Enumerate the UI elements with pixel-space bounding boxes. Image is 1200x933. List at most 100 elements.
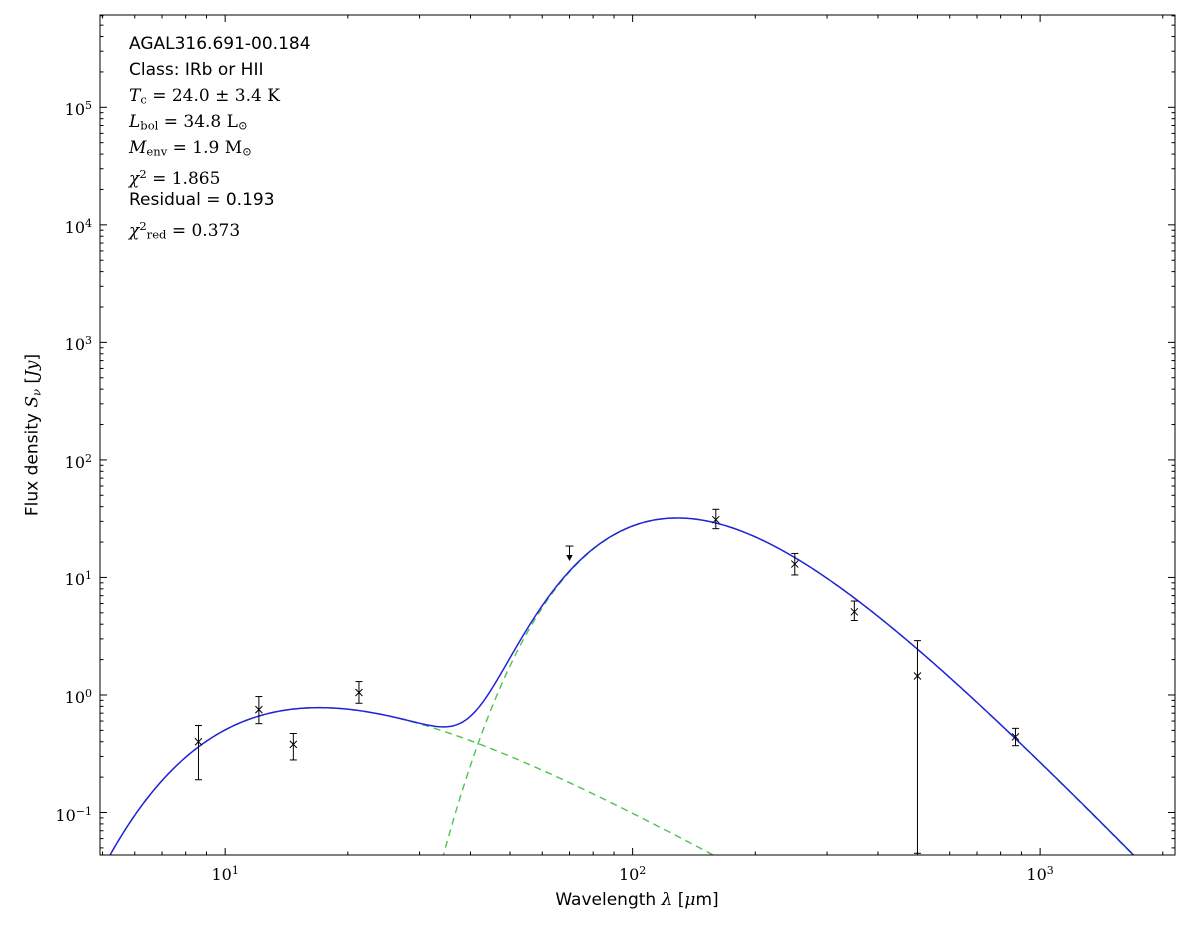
- y-tick-label: 105: [22, 96, 92, 120]
- tick-base: 10: [64, 335, 85, 355]
- text-segment: 2: [139, 167, 147, 181]
- log-tick-label: 10−1: [55, 804, 92, 825]
- text-segment: ]: [712, 890, 719, 910]
- log-tick-label: 105: [64, 99, 92, 120]
- y-tick-label: 102: [22, 449, 92, 473]
- annotation-line-7: Residual = 0.193: [129, 187, 311, 213]
- tick-exponent: 1: [85, 569, 92, 583]
- text-segment: Wavelength: [555, 890, 662, 910]
- tick-base: 10: [1026, 865, 1047, 884]
- y-tick-label: 100: [22, 684, 92, 708]
- log-tick-label: 100: [64, 686, 92, 707]
- y-tick-label: 10−1: [22, 802, 92, 826]
- data-point: [711, 508, 720, 530]
- tick-base: 10: [618, 865, 640, 884]
- tick-exponent: 4: [85, 216, 92, 230]
- data-point: [913, 640, 922, 854]
- data-point: [850, 600, 859, 622]
- text-segment: m: [695, 890, 713, 910]
- text-segment: ν: [29, 388, 44, 396]
- tick-base: 10: [64, 570, 85, 590]
- text-segment: = 1.9 M: [167, 138, 243, 158]
- text-segment: χ: [129, 220, 140, 241]
- text-segment: [: [22, 376, 43, 389]
- x-axis-label: Wavelength λ [μm]: [555, 890, 718, 910]
- text-segment: = 34.8 L: [158, 112, 238, 132]
- data-point: [355, 681, 363, 704]
- text-segment: T: [129, 86, 141, 106]
- text-segment: ]: [22, 353, 43, 361]
- tick-exponent: −1: [75, 804, 92, 818]
- text-segment: = 24.0 ± 3.4 K: [146, 86, 280, 106]
- data-point: [194, 724, 203, 781]
- annotation-line-6: χ2 = 1.865: [129, 161, 311, 189]
- text-segment: ⊙: [237, 118, 248, 133]
- fit-parameters-annotation: AGAL316.691-00.184 Class: IRb or HII Tc = …: [129, 31, 311, 242]
- text-segment: 2: [139, 219, 147, 233]
- tick-exponent: 5: [85, 99, 92, 113]
- upper-limit-point: [565, 545, 574, 562]
- text-segment: Jy: [22, 360, 43, 377]
- tick-exponent: 0: [85, 686, 92, 700]
- text-segment: [: [672, 890, 685, 910]
- text-segment: red: [146, 227, 167, 242]
- text-segment: env: [146, 144, 168, 159]
- annotation-line-4: Lbol = 34.8 L⊙: [129, 109, 311, 135]
- total-model-curve: [109, 517, 1135, 855]
- y-tick-label: 103: [22, 331, 92, 355]
- log-tick-label: 103: [1026, 864, 1054, 884]
- text-segment: = 1.865: [146, 168, 221, 189]
- x-tick-label: 101: [211, 861, 238, 885]
- x-tick-label: 103: [1026, 861, 1053, 885]
- x-tick-label: 102: [619, 861, 646, 885]
- tick-exponent: 3: [1046, 864, 1054, 877]
- tick-base: 10: [64, 217, 85, 237]
- data-point: [1011, 727, 1020, 747]
- data-points: [194, 508, 1020, 854]
- text-segment: Flux density: [22, 407, 43, 517]
- tick-exponent: 2: [85, 451, 92, 465]
- model-curves: [109, 517, 1135, 855]
- annotation-line-3: Tc = 24.0 ± 3.4 K: [129, 83, 311, 109]
- tick-base: 10: [55, 805, 76, 825]
- text-segment: λ: [661, 890, 673, 910]
- log-tick-label: 102: [64, 451, 92, 472]
- data-point: [255, 696, 263, 725]
- tick-base: 10: [211, 865, 232, 884]
- text-segment: S: [22, 396, 43, 408]
- text-segment: Residual = 0.193: [129, 190, 275, 210]
- y-tick-label: 104: [22, 214, 92, 238]
- text-segment: c: [140, 92, 147, 107]
- log-tick-label: 104: [64, 216, 92, 237]
- text-segment: Class: IRb or HII: [129, 60, 264, 80]
- down-arrow-icon: [566, 555, 573, 562]
- log-tick-label: 101: [64, 569, 92, 590]
- data-point: [790, 552, 799, 576]
- text-segment: L: [129, 112, 141, 132]
- tick-exponent: 1: [231, 864, 239, 877]
- y-axis-label: Flux density Sν [Jy]: [23, 354, 44, 516]
- annotation-line-1: AGAL316.691-00.184: [129, 31, 311, 57]
- text-segment: AGAL316.691-00.184: [129, 34, 311, 54]
- axes-frame: [99, 14, 1176, 856]
- text-segment: ⊙: [242, 144, 252, 159]
- tick-base: 10: [64, 100, 85, 120]
- tick-exponent: 3: [85, 334, 92, 348]
- text-segment: bol: [140, 118, 159, 133]
- text-segment: M: [129, 138, 147, 158]
- log-tick-label: 101: [211, 864, 239, 884]
- tick-base: 10: [64, 452, 85, 472]
- data-point: [289, 733, 298, 761]
- log-tick-label: 102: [618, 864, 647, 884]
- tick-base: 10: [64, 687, 85, 707]
- y-tick-label: 101: [22, 566, 92, 590]
- annotation-line-5: Menv = 1.9 M⊙: [129, 135, 311, 161]
- annotation-line-8: χ2red = 0.373: [129, 213, 311, 242]
- tick-exponent: 2: [639, 864, 647, 877]
- text-segment: = 0.373: [166, 220, 241, 241]
- log-tick-label: 103: [64, 334, 92, 355]
- text-segment: χ: [129, 168, 140, 189]
- annotation-line-2: Class: IRb or HII: [129, 57, 311, 83]
